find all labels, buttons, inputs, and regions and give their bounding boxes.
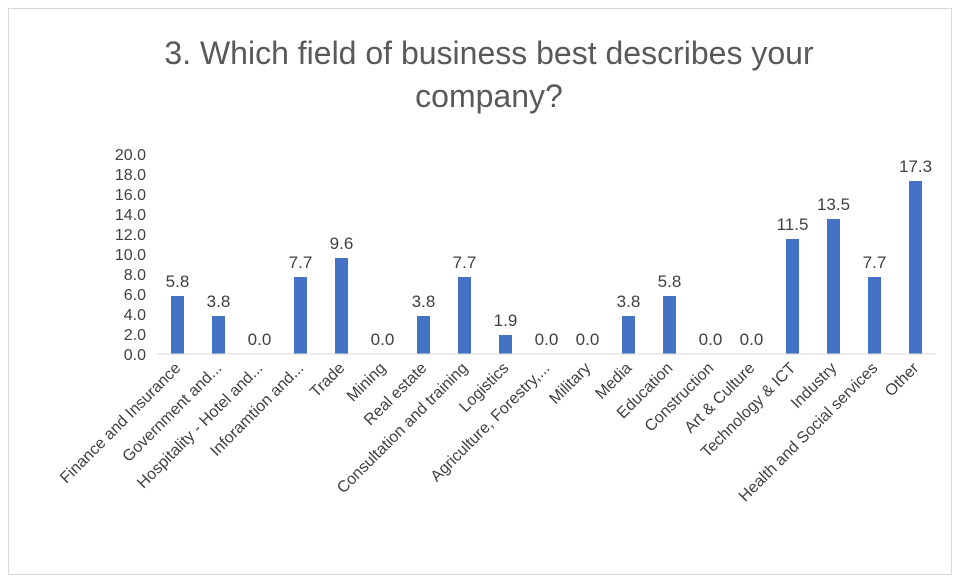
data-label: 3.8	[207, 292, 231, 311]
y-tick-label: 10.0	[115, 247, 146, 264]
y-tick-label: 2.0	[124, 327, 146, 344]
y-tick-label: 16.0	[115, 187, 146, 204]
data-label: 11.5	[777, 215, 809, 234]
y-axis: 0.0 2.0 4.0 6.0 8.0 10.0 12.0 14.0 16.0 18.0 20.0	[115, 147, 146, 364]
y-tick-label: 14.0	[115, 207, 146, 224]
y-tick-label: 18.0	[115, 167, 146, 184]
data-label: 0.0	[699, 330, 723, 349]
data-label: 0.0	[248, 330, 272, 349]
data-label: 0.0	[371, 330, 395, 349]
bar	[663, 296, 676, 354]
bar	[294, 277, 307, 354]
data-label: 5.8	[166, 272, 190, 291]
y-tick-label: 4.0	[124, 307, 146, 324]
data-labels: 5.8 3.8 0.0 7.7 9.6 0.0 3.8 7.7 1.9 0.0 0.0 3.8 5.8 0…	[166, 157, 932, 349]
y-tick-label: 0.0	[124, 347, 146, 364]
data-label: 0.0	[535, 330, 559, 349]
chart-title-line: company?	[415, 78, 563, 114]
bars	[171, 181, 922, 354]
data-label: 13.5	[817, 195, 850, 214]
y-tick-label: 8.0	[124, 267, 146, 284]
data-label: 7.7	[453, 253, 477, 272]
data-label: 7.7	[289, 253, 313, 272]
chart-frame: 3. Which field of business best describe…	[8, 8, 952, 575]
data-label: 9.6	[330, 234, 354, 253]
bar	[335, 258, 348, 354]
chart-title: 3. Which field of business best describe…	[164, 35, 814, 114]
y-tick-label: 12.0	[115, 227, 146, 244]
data-label: 3.8	[412, 292, 436, 311]
bar	[786, 239, 799, 354]
bar	[417, 316, 430, 354]
data-label: 17.3	[899, 157, 932, 176]
chart-title-line: 3. Which field of business best describe…	[164, 35, 814, 71]
category-label: Trade	[307, 360, 348, 401]
data-label: 7.7	[863, 253, 887, 272]
data-label: 0.0	[740, 330, 764, 349]
y-tick-label: 6.0	[124, 287, 146, 304]
bar	[622, 316, 635, 354]
data-label: 0.0	[576, 330, 600, 349]
bar	[909, 181, 922, 354]
bar	[212, 316, 225, 354]
category-label: Other	[882, 359, 923, 400]
bar	[171, 296, 184, 354]
data-label: 3.8	[617, 292, 641, 311]
bar	[868, 277, 881, 354]
bar	[827, 219, 840, 354]
bar-chart: 3. Which field of business best describe…	[57, 35, 936, 505]
data-label: 5.8	[658, 272, 682, 291]
category-label: Military	[546, 360, 594, 408]
y-tick-label: 20.0	[115, 147, 146, 164]
bar	[499, 335, 512, 354]
bar	[458, 277, 471, 354]
data-label: 1.9	[494, 311, 518, 330]
